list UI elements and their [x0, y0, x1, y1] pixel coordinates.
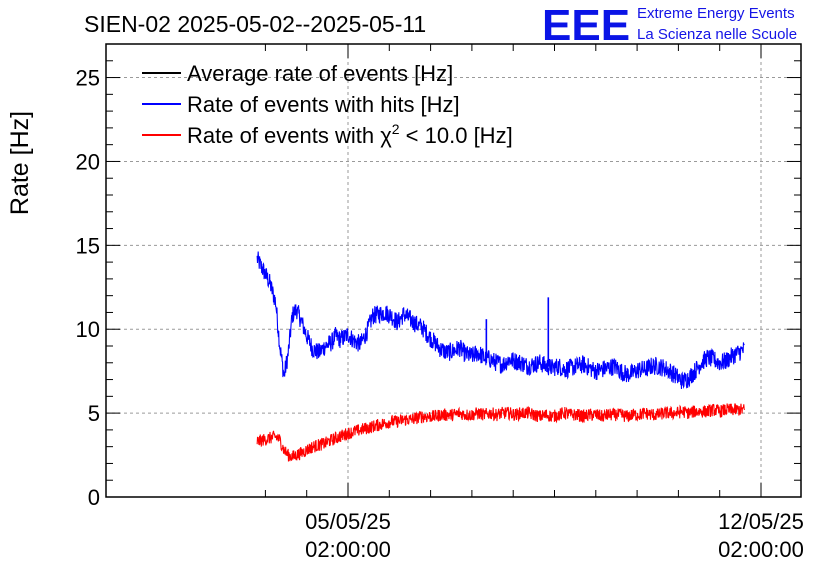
eee-logo-line1: Extreme Energy Events — [637, 5, 795, 22]
legend-superscript: 2 — [392, 121, 400, 137]
series-chi2-line — [256, 403, 746, 462]
legend-label-0: Average rate of events [Hz] — [187, 61, 453, 86]
y-tick-label: 20 — [76, 149, 100, 174]
x-tick-label-time: 02:00:00 — [305, 537, 391, 562]
y-tick-label: 25 — [76, 66, 100, 91]
x-tick-label-date: 12/05/25 — [718, 509, 804, 534]
eee-logo-line2: La Scienza nelle Scuole — [637, 26, 797, 43]
x-tick-label-time: 02:00:00 — [718, 537, 804, 562]
x-tick-label-date: 05/05/25 — [305, 509, 391, 534]
series-hits-line — [256, 251, 745, 390]
axes: 0 5 10 15 20 25 05/05/25 02:00:00 12/05/25 02:00:… — [76, 43, 804, 562]
eee-logo: EEE Extreme Energy Events La Scienza nel… — [542, 1, 797, 50]
y-tick-label: 10 — [76, 317, 100, 342]
legend-label-rest: < 10.0 [Hz] — [400, 123, 513, 148]
plot-series — [256, 251, 746, 462]
legend: Average rate of events [Hz] Rate of event… — [142, 61, 513, 148]
chart-title: SIEN-02 2025-05-02--2025-05-11 — [84, 11, 426, 37]
y-tick-label: 0 — [88, 485, 100, 510]
legend-label-1: Rate of events with hits [Hz] — [187, 92, 460, 117]
legend-label-2: Rate of events with χ2 < 10.0 [Hz] — [187, 121, 513, 148]
grid — [106, 44, 801, 497]
y-axis-title: Rate [Hz] — [6, 111, 34, 215]
y-tick-label: 5 — [88, 401, 100, 426]
plot-frame — [105, 43, 802, 498]
y-tick-label: 15 — [76, 233, 100, 258]
eee-logo-mark: EEE — [542, 1, 630, 50]
